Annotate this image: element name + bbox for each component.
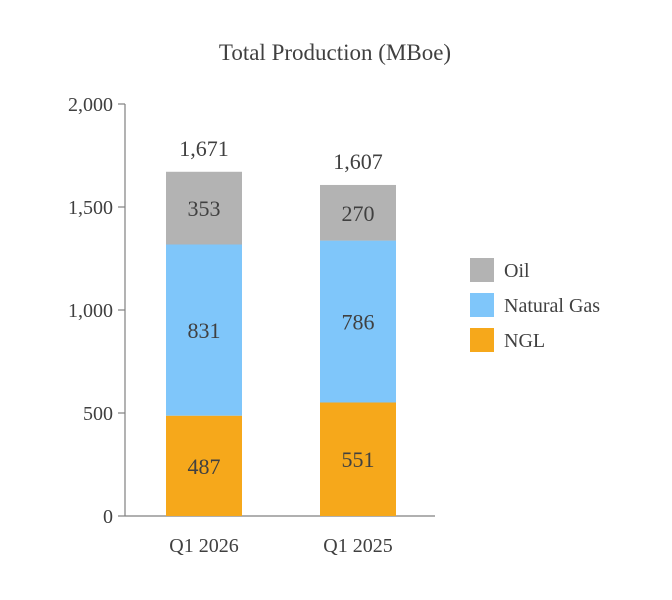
total-label: 1,671 [179, 136, 229, 161]
segment-value-label: 270 [342, 201, 375, 226]
y-tick-label: 1,000 [68, 300, 113, 322]
bar-segment [166, 415, 242, 516]
axes: 0 500 1,000 1,500 2,000 [68, 94, 435, 528]
y-tick-label: 500 [83, 403, 113, 425]
legend-swatch [470, 328, 494, 352]
y-tick-label: 2,000 [68, 94, 113, 116]
category-label: Q1 2026 [169, 535, 238, 557]
segment-value-label: 786 [342, 310, 375, 335]
legend-label: Oil [504, 260, 530, 282]
chart-title: Total Production (MBoe) [219, 40, 451, 65]
bar-segment [320, 240, 396, 403]
legend: Oil Natural Gas NGL [470, 258, 600, 352]
y-tick-label: 0 [103, 506, 113, 528]
segment-value-label: 551 [342, 447, 375, 472]
category-label: Q1 2025 [323, 535, 392, 557]
bars: 487 831 353 1,671 Q1 2026 551 786 270 1,607 Q1 20… [166, 136, 396, 557]
bar-segment [320, 184, 396, 241]
legend-swatch [470, 258, 494, 282]
y-tick-label: 1,500 [68, 197, 113, 219]
segment-value-label: 353 [188, 196, 221, 221]
total-label: 1,607 [333, 149, 383, 174]
legend-swatch [470, 293, 494, 317]
bar-segment [166, 171, 242, 245]
bar-segment [166, 244, 242, 416]
segment-value-label: 831 [188, 318, 221, 343]
legend-label: NGL [504, 330, 545, 352]
bar-segment [320, 402, 396, 516]
segment-value-label: 487 [188, 454, 221, 479]
legend-label: Natural Gas [504, 295, 600, 317]
